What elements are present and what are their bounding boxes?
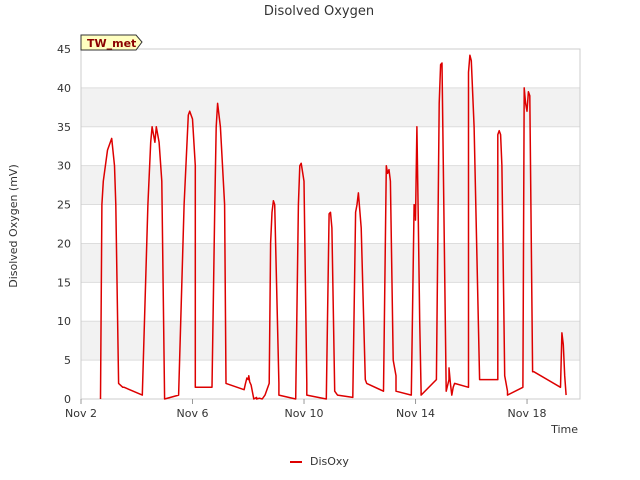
legend: DisOxy [290, 455, 349, 468]
plot-frame [80, 48, 581, 400]
plot-band [81, 204, 580, 244]
x-tick-label: Nov 2 [65, 407, 97, 420]
x-tick-label: Nov 18 [508, 407, 547, 420]
plot-band [81, 87, 580, 127]
chart-title: Disolved Oxygen [264, 4, 374, 19]
y-tick-label: 5 [64, 354, 71, 367]
x-axis: Nov 2 Nov 6 Nov 10 Nov 14 Nov 18 [65, 399, 547, 420]
series-lines [99, 54, 567, 400]
y-tick-label: 40 [57, 82, 71, 95]
plot-bands [81, 49, 580, 399]
y-tick-label: 25 [57, 199, 71, 212]
y-tick-label: 0 [64, 393, 71, 406]
station-badge-shape [80, 34, 143, 51]
y-tick-label: 20 [57, 237, 71, 250]
y-tick-label: 10 [57, 315, 71, 328]
y-tick-label: 30 [57, 160, 71, 173]
series-line-disoxy [99, 54, 567, 400]
station-badge: TW_met [80, 34, 143, 51]
plot-band [81, 49, 580, 88]
plot-band [81, 165, 580, 205]
plot-band [81, 243, 580, 283]
y-axis: 0 5 10 15 20 25 30 35 40 45 [57, 43, 71, 406]
plot-band [81, 282, 580, 322]
x-tick-label: Nov 6 [177, 407, 209, 420]
y-tick-label: 15 [57, 276, 71, 289]
x-tick-label: Nov 10 [285, 407, 324, 420]
y-tick-label: 35 [57, 121, 71, 134]
x-axis-title: Time [550, 423, 578, 436]
x-tick-label: Nov 14 [396, 407, 435, 420]
legend-label: DisOxy [310, 455, 349, 468]
y-tick-label: 45 [57, 43, 71, 56]
y-axis-title: Disolved Oxygen (mV) [7, 164, 20, 288]
plot-band [81, 126, 580, 166]
station-badge-label: TW_met [87, 37, 136, 50]
